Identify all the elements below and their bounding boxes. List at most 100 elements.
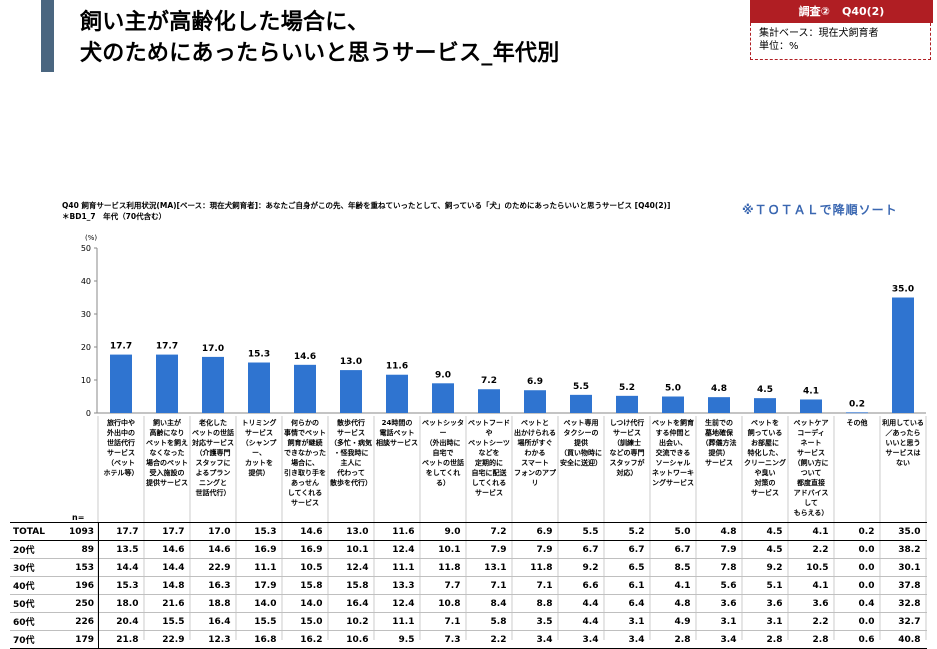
table-cell: 2.8 (650, 630, 697, 649)
table-cell: 11.1 (236, 558, 283, 577)
category-label-line: サービス (751, 489, 779, 497)
category-label-line: 主人に (340, 459, 362, 467)
category-label-line: ペットケア (793, 419, 829, 427)
category-label-line: お部屋に (751, 439, 779, 447)
question-text: Q40 飼育サービス利用状況(MA)[ベース：現在犬飼育者]：あなたご自身がこの… (62, 201, 671, 210)
bar-value-label: 9.0 (435, 370, 451, 380)
category-label-line: サービス (475, 489, 503, 497)
category-label-line: ペットの世話 (422, 459, 464, 467)
page-title-line1: 飼い主が高齢化した場合に、 (80, 10, 370, 35)
category-label-line: いいと思う (885, 439, 921, 447)
table-cell: 16.9 (282, 540, 329, 559)
category-label-line: 24時間の (381, 419, 413, 427)
category-label-line: 受入施設の (149, 469, 185, 477)
table-cell: 3.6 (788, 594, 835, 613)
table-cell: 5.5 (558, 522, 605, 541)
category-label: 24時間の 電話ペット 相談サービス (374, 417, 420, 517)
y-tick-label: 10 (81, 376, 91, 385)
table-cell: 21.8 (98, 630, 145, 649)
category-label-line: などを (478, 449, 500, 457)
table-cell: 2.8 (788, 630, 835, 649)
table-cell: 7.7 (420, 576, 467, 595)
table-cell: 14.4 (144, 558, 191, 577)
table-cell: 12.3 (190, 630, 237, 649)
category-label-line: なくなった (149, 449, 185, 457)
table-row: 40代 196 15.3 14.8 16.3 17.9 15.8 15.8 13.3 7.7 7.1… (10, 576, 927, 595)
category-label-line: 旅行中や (107, 419, 135, 427)
table-cell: 6.9 (512, 522, 559, 541)
bar-value-label: 35.0 (892, 285, 914, 295)
category-label-line: ニングと (199, 479, 227, 487)
table-cell: 10.2 (328, 612, 375, 631)
unit-label: 単位：% (759, 41, 799, 52)
category-label-line: してくれる (471, 479, 507, 487)
y-tick-label: 30 (81, 310, 91, 319)
category-label-line: サービス (337, 429, 365, 437)
bar-value-label: 15.3 (248, 350, 270, 360)
category-label-line: （外出時に (425, 439, 461, 447)
table-cell: 6.1 (604, 576, 651, 595)
table-cell: 0.0 (834, 612, 881, 631)
category-label-line: や臭い (754, 469, 776, 477)
row-label: 40代 (10, 576, 58, 595)
category-label-line: （訓練士 (613, 439, 641, 447)
bar-value-label: 17.7 (110, 342, 132, 352)
y-tick-label: 50 (81, 244, 91, 253)
category-label-line: 安全に送迎） (560, 459, 602, 467)
category-label-line: サービス (797, 449, 825, 457)
table-cell: 22.9 (144, 630, 191, 649)
category-label-line: サービス (291, 499, 319, 507)
bar (846, 412, 868, 414)
table-cell: 12.4 (328, 558, 375, 577)
category-label-line: できなかった (284, 449, 326, 457)
base-info-box: 集計ベース：現在犬飼育者 単位：% (750, 23, 931, 60)
category-label-line: 提供サービス (146, 479, 188, 487)
table-cell: 7.1 (466, 576, 513, 595)
table-cell: 15.0 (282, 612, 329, 631)
category-label-line: ネート (800, 439, 822, 447)
category-label-line: アドバイス (793, 489, 829, 497)
table-cell: 6.7 (558, 540, 605, 559)
table-cell: 11.6 (374, 522, 421, 541)
table-row: 30代 153 14.4 14.4 22.9 11.1 10.5 12.4 11.1 11.8 13… (10, 558, 927, 577)
bar (616, 395, 638, 413)
table-cell: 3.6 (742, 594, 789, 613)
category-label-line: 電話ペット (379, 429, 415, 437)
table-cell: 5.0 (650, 522, 697, 541)
category-label-line: スタッフに (195, 459, 231, 467)
table-cell: 4.5 (742, 522, 789, 541)
table-cell: 4.5 (742, 540, 789, 559)
bar (662, 396, 684, 413)
row-label: 30代 (10, 558, 58, 577)
bar (708, 397, 730, 413)
category-label-line: 自宅で (432, 449, 454, 457)
category-label-line: その他 (846, 419, 868, 427)
table-cell: 4.8 (696, 522, 743, 541)
table-cell: 2.2 (788, 540, 835, 559)
row-label: 50代 (10, 594, 58, 613)
table-row: 50代 250 18.0 21.6 18.8 14.0 14.0 16.4 12.4 10.8 8.… (10, 594, 927, 613)
y-tick-label: 20 (81, 343, 91, 352)
table-cell: 22.9 (190, 558, 237, 577)
category-label-line: サービス (245, 429, 273, 437)
bar (386, 374, 408, 413)
table-cell: 11.1 (374, 558, 421, 577)
category-label-line: ペットシッター (422, 419, 464, 437)
bar (478, 389, 500, 413)
category-label-line: 代わって (337, 469, 365, 477)
category-label: トリミング サービス （シャンプー、 カットを 提供） (236, 417, 282, 517)
category-label-line: （多忙・病気 (330, 439, 372, 447)
table-cell: 7.1 (420, 612, 467, 631)
table-cell: 7.9 (512, 540, 559, 559)
bar (156, 354, 178, 413)
table-cell: 16.8 (236, 630, 283, 649)
category-label-line: スタッフが (609, 459, 645, 467)
row-n: 250 (58, 594, 99, 613)
table-cell: 16.9 (236, 540, 283, 559)
table-cell: 3.4 (604, 630, 651, 649)
table-cell: 10.6 (328, 630, 375, 649)
table-cell: 6.7 (650, 540, 697, 559)
category-label: その他 (834, 417, 880, 517)
category-label-line: 外出中の (107, 429, 135, 437)
table-cell: 7.9 (466, 540, 513, 559)
